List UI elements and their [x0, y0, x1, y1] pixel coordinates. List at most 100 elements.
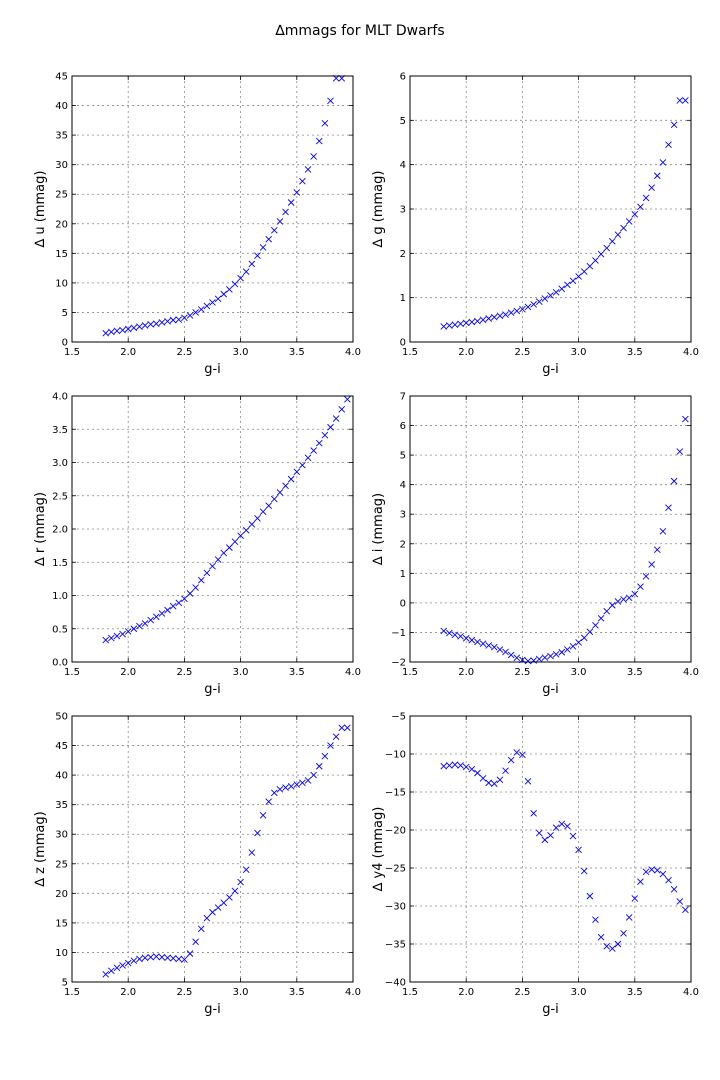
data-point [271, 789, 278, 797]
y-tick-label: 30 [55, 830, 68, 841]
x-tick-label: 2.0 [120, 987, 136, 998]
x-tick-label: 1.5 [402, 667, 418, 678]
x-tick-label: 1.5 [64, 667, 80, 678]
data-point [513, 654, 521, 662]
data-point [558, 820, 566, 828]
data-point [535, 655, 543, 663]
data-point [485, 779, 492, 787]
data-point [653, 866, 661, 874]
y-tick-label: 1 [400, 293, 406, 304]
data-point [564, 281, 571, 289]
data-point [575, 639, 582, 646]
data-point [682, 415, 689, 423]
data-point [524, 778, 532, 785]
data-point [659, 528, 667, 535]
data-point [513, 307, 521, 315]
data-point [547, 292, 554, 299]
data-point [609, 601, 616, 609]
axes-frame [71, 395, 354, 663]
y-tick-label: 1.5 [52, 558, 68, 569]
data-point [592, 622, 599, 629]
data-point [321, 119, 329, 127]
data-point [648, 866, 655, 873]
data-point [552, 824, 560, 832]
data-point [496, 776, 504, 784]
data-point [214, 295, 222, 303]
x-tick-label: 4.0 [345, 987, 361, 998]
data-point [637, 203, 644, 211]
data-point [597, 614, 605, 622]
data-point [276, 785, 284, 793]
data-point [287, 199, 295, 206]
data-point [113, 964, 121, 972]
data-point [102, 329, 110, 337]
data-point [158, 953, 166, 961]
data-point [259, 811, 267, 819]
data-point [231, 280, 239, 288]
x-tick-label: 3.5 [289, 347, 305, 358]
data-point [603, 607, 611, 615]
y-tick-label: 0 [62, 338, 68, 349]
data-point [502, 767, 509, 775]
data-point [670, 477, 678, 485]
data-point [164, 954, 171, 962]
y-tick-label: −25 [385, 864, 406, 875]
data-point [152, 613, 160, 621]
data-point [276, 218, 284, 225]
x-tick-label: 4.0 [345, 347, 361, 358]
chart-panel-4: 1.5 2.0 2.5 3.0 3.5 4.0 −2 −1 0 1 2 3 4 5 6 7 g-i ∆ i (mm… [371, 392, 699, 698]
y-axis-label: ∆ u (mmag) [33, 171, 48, 249]
data-point [575, 273, 582, 280]
data-point [653, 546, 661, 554]
data-point [108, 634, 115, 642]
data-point [147, 953, 154, 961]
data-point [462, 763, 470, 771]
data-point [620, 930, 627, 937]
data-point [580, 268, 588, 275]
data-point [242, 866, 250, 874]
data-point [541, 654, 549, 661]
data-point [457, 320, 464, 328]
y-tick-label: 45 [55, 72, 68, 83]
data-point [586, 628, 594, 636]
data-point [124, 959, 132, 967]
y-tick-label: 4 [400, 160, 406, 171]
data-point [254, 829, 261, 837]
data-point [299, 177, 306, 185]
data-point [642, 194, 650, 202]
x-axis-label: g-i [542, 362, 559, 377]
x-tick-label: 1.5 [402, 347, 418, 358]
data-point [586, 262, 594, 270]
data-point [147, 616, 154, 624]
data-point [648, 561, 655, 568]
data-point [451, 631, 459, 639]
data-point [592, 916, 599, 923]
y-tick-label: 5 [400, 116, 406, 127]
data-point [344, 396, 351, 403]
data-point [237, 532, 244, 539]
chart-panel-5: 1.5 2.0 2.5 3.0 3.5 4.0 5 10 15 20 25 30 35 40 45 50 g-i… [33, 712, 361, 1018]
data-point [440, 762, 448, 770]
data-point [164, 606, 171, 614]
data-point [141, 322, 149, 329]
data-point [440, 627, 448, 635]
data-point [485, 315, 492, 322]
x-tick-label: 3.5 [627, 667, 643, 678]
chart-panel-2: 1.5 2.0 2.5 3.0 3.5 4.0 0 1 2 3 4 5 6 g-i ∆ g (mmag) [371, 72, 699, 378]
data-point [592, 257, 599, 264]
data-point [344, 724, 351, 732]
y-tick-label: 35 [55, 800, 68, 811]
data-point [620, 224, 627, 232]
data-point [321, 431, 329, 439]
x-tick-label: 3.0 [233, 987, 249, 998]
data-point [226, 544, 233, 551]
data-point [569, 832, 577, 840]
y-axis-label: ∆ y4 (mmag) [371, 807, 386, 893]
data-point [169, 955, 177, 962]
data-point [209, 562, 216, 570]
data-point [158, 610, 166, 617]
data-point [265, 798, 273, 806]
data-point [220, 549, 228, 557]
data-point [451, 321, 459, 329]
data-point [507, 309, 515, 317]
